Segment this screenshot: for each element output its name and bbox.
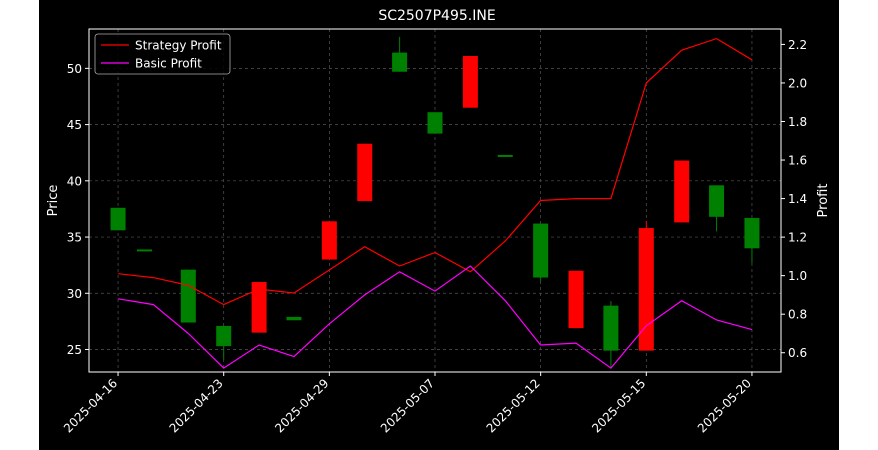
y-axis-label: Price — [46, 185, 61, 217]
y2-tick-label: 1.2 — [788, 231, 807, 245]
y-tick-label: 40 — [67, 174, 82, 188]
candles — [110, 36, 760, 369]
legend-label: Strategy Profit — [135, 39, 222, 53]
y2-tick-label: 0.8 — [788, 308, 807, 322]
candle-body-up — [709, 185, 725, 217]
x-tick-label: 2025-04-16 — [61, 376, 120, 435]
x-tick-label: 2025-04-29 — [272, 376, 331, 435]
candle-body-down — [462, 55, 478, 108]
y2-tick-label: 1.0 — [788, 269, 807, 283]
x-tick-label: 2025-04-23 — [167, 376, 226, 435]
candle-body-up — [110, 207, 126, 231]
candle-body-up — [216, 325, 232, 347]
candle-body-down — [568, 270, 584, 329]
legend: Strategy Profit Basic Profit — [94, 33, 231, 75]
y2-axis-ticks: 0.6 0.8 1.0 1.2 1.4 1.6 1.8 2.0 2.2 — [781, 38, 807, 360]
x-tick-label: 2025-05-20 — [695, 376, 754, 435]
candle-body-down — [251, 282, 267, 333]
basic-profit-line — [118, 265, 753, 369]
y-tick-label: 30 — [67, 287, 82, 301]
y2-tick-label: 2.2 — [788, 38, 807, 52]
y2-axis-label: Profit — [816, 184, 831, 218]
y2-tick-label: 1.8 — [788, 115, 807, 129]
x-tick-label: 2025-05-15 — [589, 376, 648, 435]
candle-body-up — [392, 52, 408, 72]
candle-body-down — [321, 221, 337, 260]
candle-body-up — [427, 112, 443, 134]
candle-body-up — [497, 154, 513, 157]
candle-body-up — [136, 249, 152, 252]
candle-body-up — [533, 223, 549, 278]
profit-lines — [118, 37, 753, 369]
y2-tick-label: 2.0 — [788, 76, 807, 90]
y-tick-label: 25 — [67, 343, 82, 357]
legend-box — [94, 33, 231, 75]
strategy-profit-line — [118, 37, 753, 306]
x-tick-label: 2025-05-12 — [484, 376, 543, 435]
y2-tick-label: 1.4 — [788, 192, 807, 206]
chart-svg: SC2507P495.INE 25 30 35 40 45 50 0.6 0.8 1.0 1.2… — [46, 8, 831, 435]
y2-tick-label: 1.6 — [788, 154, 807, 168]
chart-title: SC2507P495.INE — [378, 8, 495, 24]
candle-body-down — [638, 228, 654, 351]
y-tick-label: 45 — [67, 118, 82, 132]
x-axis-ticks: 2025-04-16 2025-04-23 2025-04-29 2025-05-07… — [61, 372, 754, 435]
chart-figure: SC2507P495.INE 25 30 35 40 45 50 0.6 0.8 1.0 1.2… — [39, 0, 839, 450]
x-tick-label: 2025-05-07 — [378, 376, 437, 435]
candle-body-up — [603, 305, 619, 351]
y-tick-label: 50 — [67, 62, 82, 76]
y-axis-ticks: 25 30 35 40 45 50 — [67, 62, 89, 357]
candle-body-down — [674, 160, 690, 223]
legend-label: Basic Profit — [135, 57, 202, 71]
candle-body-up — [744, 217, 760, 249]
y-tick-label: 35 — [67, 231, 82, 245]
candle-body-down — [357, 143, 373, 202]
candle-body-up — [286, 316, 302, 321]
y2-tick-label: 0.6 — [788, 346, 807, 360]
candle-body-up — [180, 269, 196, 323]
